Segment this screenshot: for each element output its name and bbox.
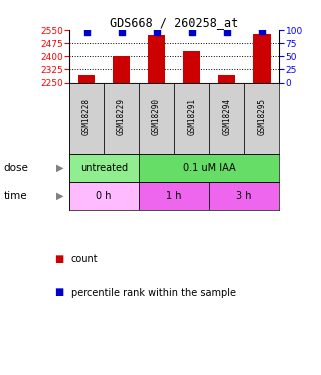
Bar: [253, 34, 271, 82]
Point: [119, 28, 124, 34]
Text: ■: ■: [55, 288, 64, 297]
Bar: [139, 182, 209, 210]
Bar: [104, 82, 139, 154]
Text: GSM18291: GSM18291: [187, 98, 196, 135]
Text: 0.1 uM IAA: 0.1 uM IAA: [183, 163, 236, 173]
Text: dose: dose: [3, 163, 28, 173]
Bar: [78, 75, 95, 82]
Bar: [139, 82, 174, 154]
Bar: [69, 82, 104, 154]
Bar: [69, 154, 139, 182]
Text: ▶: ▶: [56, 163, 63, 173]
Point: [154, 28, 159, 34]
Point: [224, 28, 229, 34]
Text: ■: ■: [55, 254, 64, 264]
Bar: [183, 51, 200, 82]
Bar: [148, 35, 165, 82]
Bar: [209, 182, 279, 210]
Point: [84, 28, 89, 34]
Point: [189, 28, 194, 34]
Text: GSM18295: GSM18295: [257, 98, 266, 135]
Text: GSM18228: GSM18228: [82, 98, 91, 135]
Bar: [209, 82, 244, 154]
Text: 0 h: 0 h: [96, 191, 112, 201]
Point: [259, 28, 264, 34]
Text: 1 h: 1 h: [166, 191, 182, 201]
Text: 3 h: 3 h: [237, 191, 252, 201]
Text: count: count: [71, 254, 98, 264]
Bar: [218, 75, 236, 82]
Text: GSM18290: GSM18290: [152, 98, 161, 135]
Text: ▶: ▶: [56, 191, 63, 201]
Title: GDS668 / 260258_at: GDS668 / 260258_at: [110, 16, 238, 29]
Text: untreated: untreated: [80, 163, 128, 173]
Bar: [174, 82, 209, 154]
Text: GSM18294: GSM18294: [222, 98, 231, 135]
Text: time: time: [3, 191, 27, 201]
Bar: [139, 154, 279, 182]
Bar: [244, 82, 279, 154]
Bar: [69, 182, 139, 210]
Text: percentile rank within the sample: percentile rank within the sample: [71, 288, 236, 297]
Bar: [113, 56, 130, 82]
Text: GSM18229: GSM18229: [117, 98, 126, 135]
